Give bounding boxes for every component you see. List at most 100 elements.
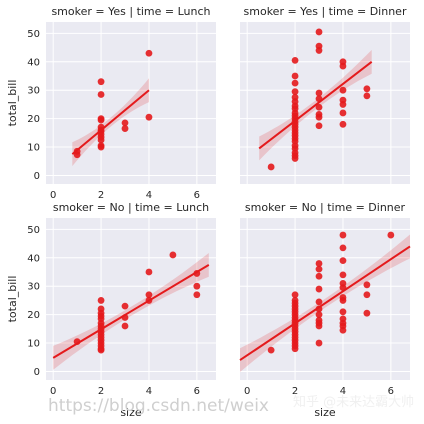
panel-smoker-yes-dinner: smoker = Yes | time = Dinner: [240, 5, 410, 184]
data-point: [315, 122, 323, 130]
data-point: [315, 272, 323, 280]
panel-title: smoker = No | time = Lunch: [53, 201, 209, 214]
data-point: [339, 257, 347, 265]
data-point: [339, 120, 347, 128]
x-tick-label: 2: [98, 190, 104, 201]
data-point: [267, 346, 275, 354]
data-point: [339, 86, 347, 94]
y-tick-label: 30: [27, 86, 40, 97]
data-point: [363, 291, 371, 299]
data-point: [97, 116, 105, 124]
data-point: [339, 109, 347, 117]
data-point: [169, 251, 177, 259]
data-point: [291, 345, 299, 353]
data-point: [339, 308, 347, 316]
x-tick-label: 0: [50, 386, 56, 397]
y-tick-label: 0: [34, 171, 40, 182]
data-point: [145, 113, 153, 121]
data-point: [97, 297, 105, 304]
data-point: [339, 231, 347, 239]
x-tick-label: 0: [244, 386, 250, 397]
y-tick-label: 0: [34, 367, 40, 378]
data-point: [315, 322, 323, 330]
panel-smoker-yes-lunch: smoker = Yes | time = Lunch 0 10 20 30 40 50 0 2…: [6, 5, 216, 201]
data-point: [97, 78, 105, 86]
regression-line: [52, 264, 210, 359]
data-point: [193, 282, 201, 290]
data-point: [339, 244, 347, 252]
data-point: [267, 163, 275, 171]
panel-title: smoker = No | time = Dinner: [245, 201, 406, 214]
data-point: [291, 79, 299, 87]
y-tick-label: 50: [27, 225, 40, 236]
plot-background: [240, 22, 410, 184]
x-tick-label: 2: [292, 386, 298, 397]
data-point: [339, 101, 347, 108]
data-point: [291, 291, 299, 299]
y-tick-label: 40: [27, 253, 40, 264]
data-point: [315, 47, 323, 54]
y-tick-label: 10: [27, 143, 40, 154]
data-point: [315, 113, 323, 121]
data-point: [315, 89, 323, 97]
x-tick-label: 6: [194, 386, 200, 397]
y-tick-label: 30: [27, 282, 40, 293]
data-point: [315, 265, 323, 273]
data-point: [339, 326, 347, 334]
regression-line: [71, 89, 150, 155]
y-tick-label: 50: [27, 29, 40, 40]
data-point: [363, 92, 371, 100]
data-point: [339, 271, 347, 279]
data-point: [97, 91, 105, 98]
data-point: [97, 136, 105, 144]
data-point: [315, 298, 323, 306]
x-tick-label: 6: [194, 190, 200, 201]
data-point: [363, 85, 371, 93]
data-point: [315, 311, 323, 319]
data-point: [145, 291, 153, 299]
y-axis-label: total_bill: [6, 276, 19, 323]
data-point: [145, 268, 153, 276]
data-point: [97, 346, 105, 354]
data-point: [315, 285, 323, 293]
data-point: [73, 151, 81, 159]
data-point: [193, 291, 201, 299]
x-tick-label: 4: [146, 190, 152, 201]
watermark-url: https://blog.csdn.net/weix: [48, 396, 269, 416]
watermark-brand: 知乎 @未来达霸大帅: [293, 394, 414, 410]
data-point: [291, 72, 299, 80]
x-tick-label: 2: [98, 386, 104, 397]
data-point: [315, 260, 323, 267]
data-point: [121, 302, 129, 310]
regression-line: [258, 60, 373, 150]
y-tick-label: 20: [27, 310, 40, 321]
data-point: [145, 49, 153, 57]
data-point: [339, 62, 347, 70]
panel-smoker-no-dinner: smoker = No | time = Dinner 0 2 4 6 size: [239, 201, 411, 419]
data-point: [291, 155, 299, 162]
x-axis-label: size: [120, 406, 142, 419]
x-tick-label: 4: [340, 386, 346, 397]
plot-background: [240, 218, 410, 380]
x-tick-label: 0: [50, 190, 56, 201]
y-axis-label: total_bill: [6, 80, 19, 127]
data-point: [121, 322, 129, 330]
panel-smoker-no-lunch: smoker = No | time = Lunch 0 10 20 30 40 50 0 2 4…: [6, 201, 216, 419]
data-point: [315, 28, 323, 36]
panel-title: smoker = Yes | time = Dinner: [244, 5, 407, 18]
data-point: [97, 143, 105, 151]
data-point: [363, 281, 371, 289]
data-point: [121, 125, 129, 132]
plot-background: [46, 218, 216, 380]
data-point: [121, 119, 129, 127]
data-point: [339, 297, 347, 304]
panel-title: smoker = Yes | time = Lunch: [51, 5, 210, 18]
y-tick-label: 40: [27, 57, 40, 68]
data-point: [291, 88, 299, 96]
x-axis-label: size: [314, 406, 336, 419]
data-point: [387, 231, 395, 239]
x-tick-label: 6: [388, 386, 394, 397]
x-tick-label: 4: [146, 386, 152, 397]
regression-line: [239, 245, 411, 361]
